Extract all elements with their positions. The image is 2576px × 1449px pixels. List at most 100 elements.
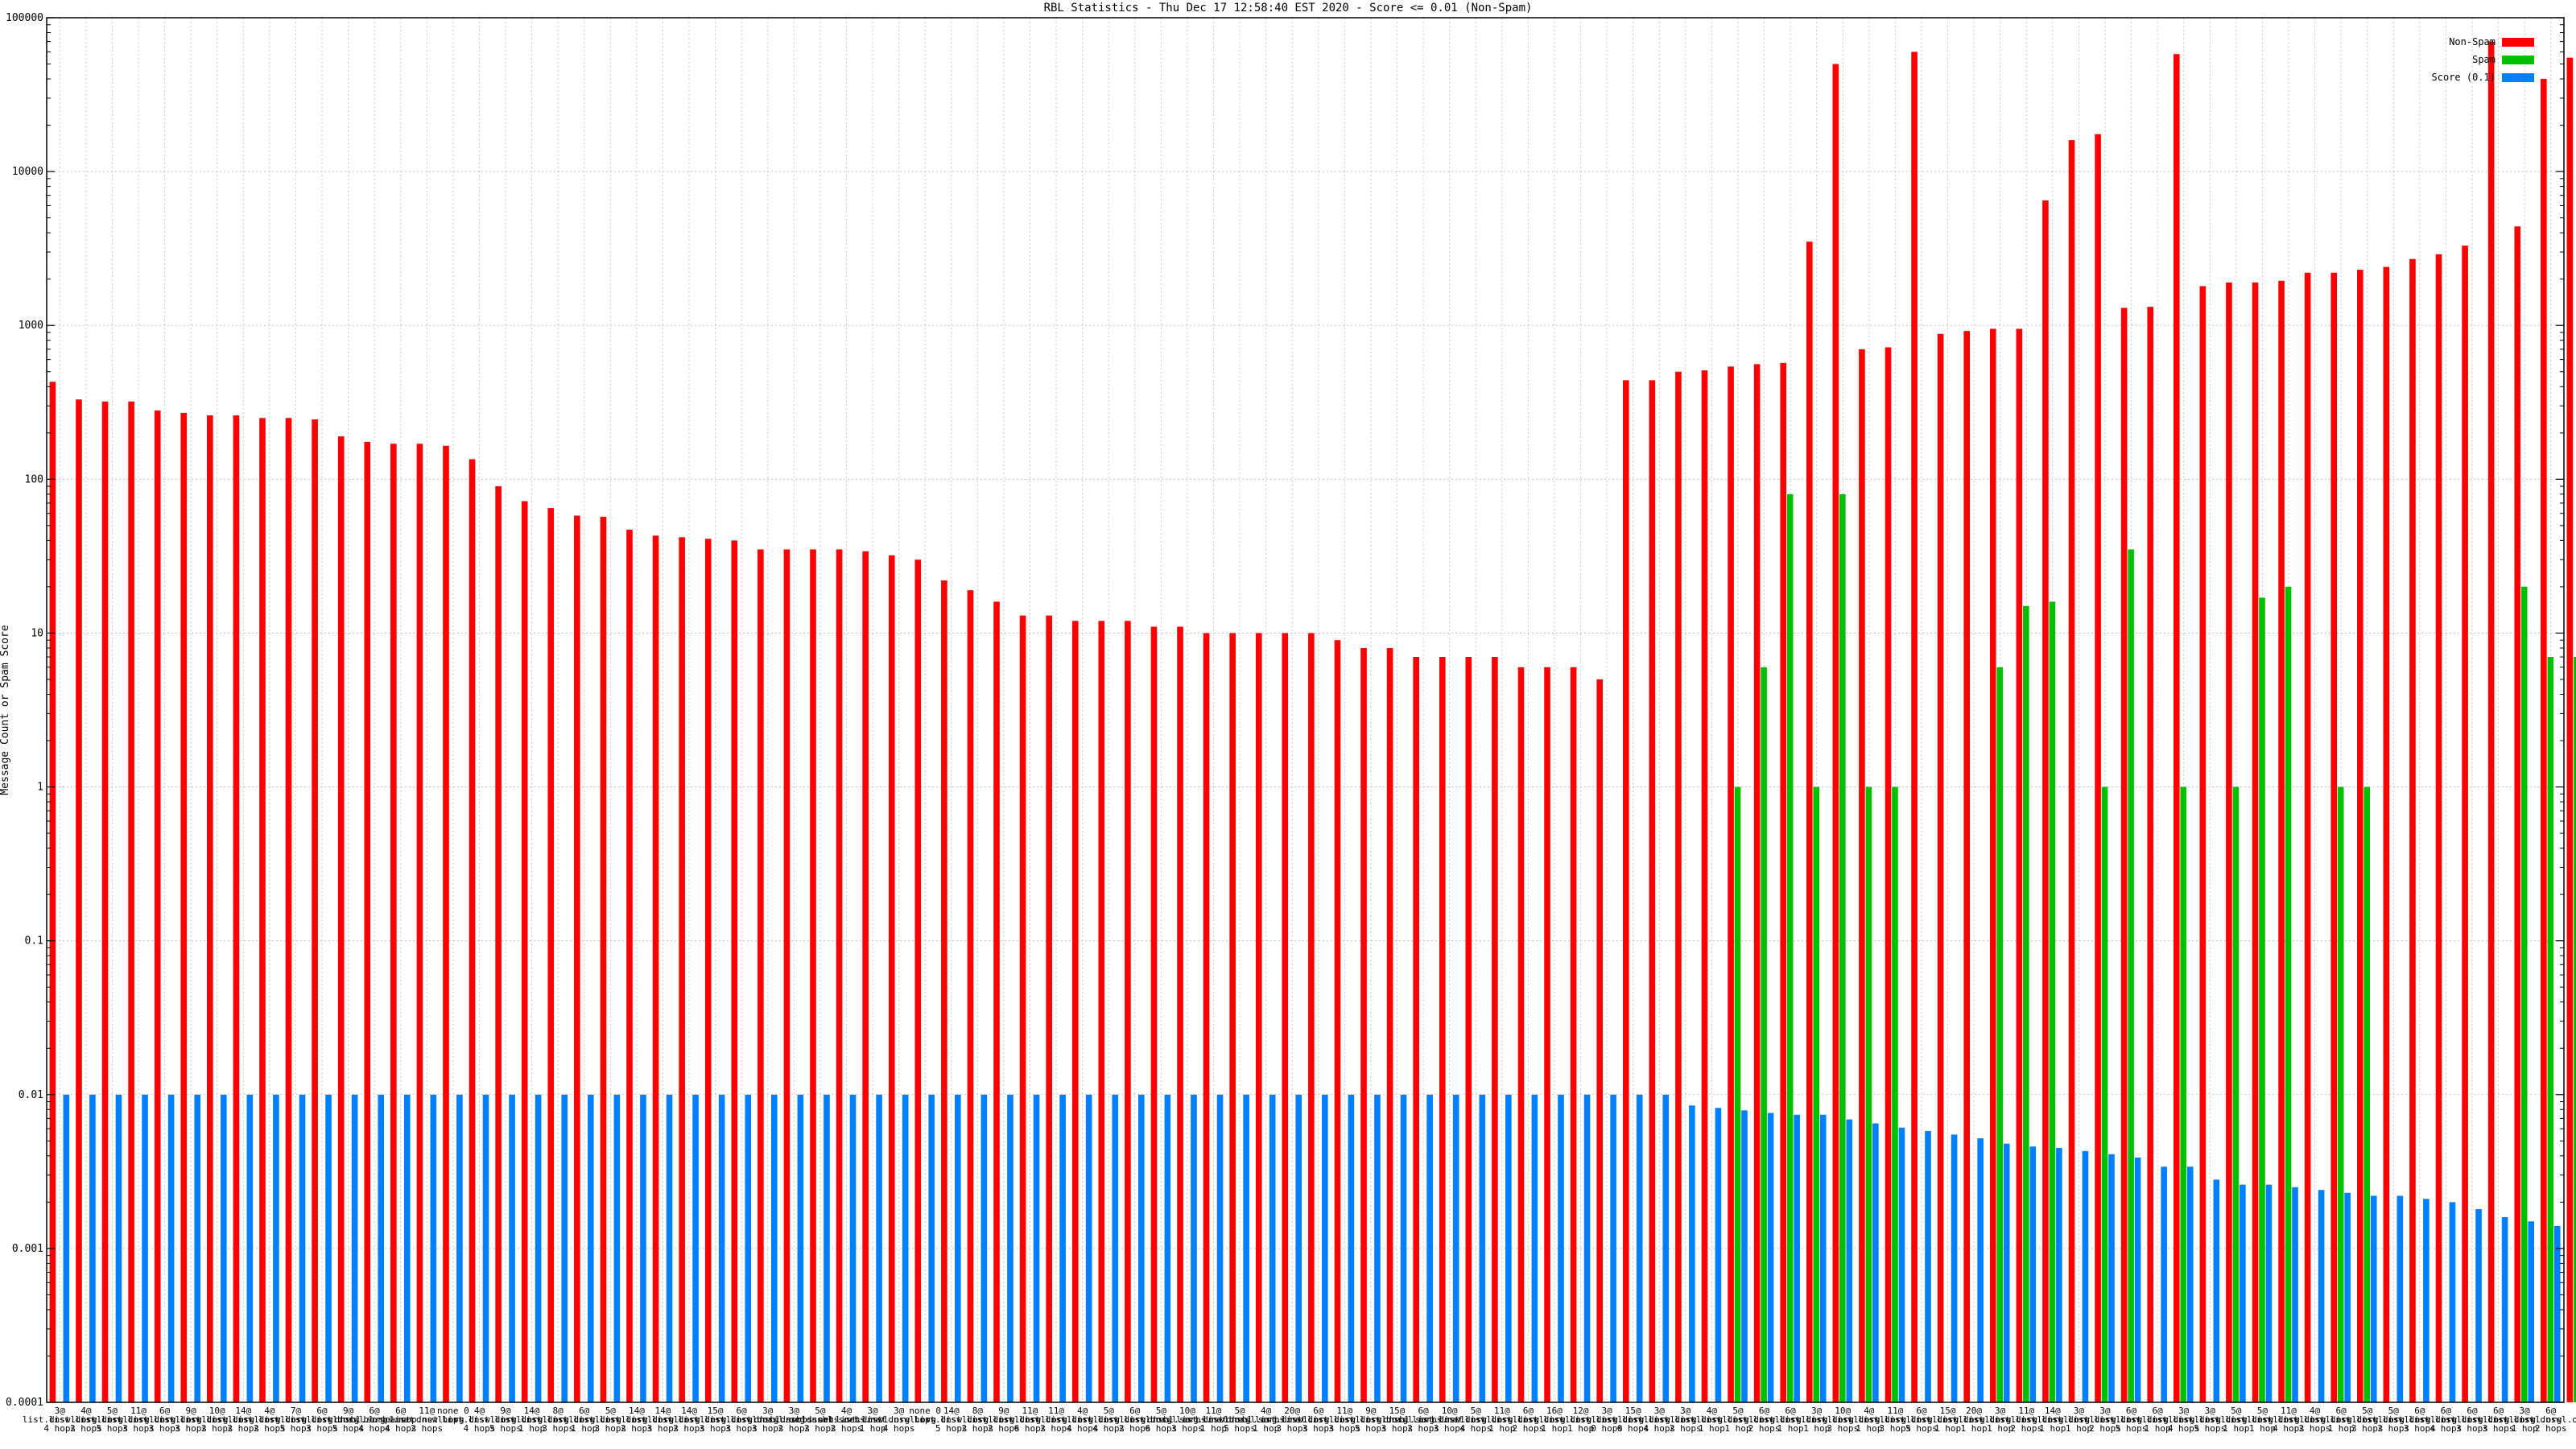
bar-non-spam [259,418,266,1402]
x-category-label: 6@ list.dnswl.org 4 hops [2409,1406,2483,1434]
bar-non-spam [1859,349,1865,1403]
x-category-label: 4@ list.dnswl.org 2 hops [233,1406,308,1434]
bar-non-spam [416,444,423,1402]
bar-spam [2259,597,2265,1402]
bar-non-spam [1255,633,1262,1402]
bar-non-spam [1649,380,1656,1402]
bar-non-spam [1780,362,1787,1402]
x-category-label: 3@ list.dnswl.org 1 hop [836,1406,910,1434]
bar-score [1794,1114,1800,1402]
x-category-label: 6@ list.dnswl.org 3 hops [2461,1406,2536,1434]
bar-score [1558,1094,1564,1402]
bar-score [902,1094,909,1402]
bar-score [1269,1094,1276,1402]
x-category-label: 3@ list.dnswl.org 4 hops [2146,1406,2221,1434]
bar-score [1400,1094,1407,1402]
bar-score [2265,1184,2273,1402]
bar-non-spam [2304,272,2311,1402]
bar-score [378,1094,385,1402]
bar-non-spam [888,555,895,1402]
bar-non-spam [1360,647,1367,1402]
y-tick-label: 1000 [19,320,43,332]
bar-score [1322,1094,1328,1402]
bar-non-spam [1282,633,1289,1402]
bar-score [1505,1094,1512,1402]
x-category-label: 11@ list.dnswl.org 6 hops [993,1406,1067,1434]
bar-non-spam [1806,242,1813,1402]
bar-score [299,1094,306,1402]
bar-non-spam [836,549,843,1402]
bar-non-spam [495,486,502,1402]
x-category-label: 9@ list.dnswl.org 5 hops [1334,1406,1409,1434]
x-category-label: 6@ list.dnswl.org 1 hop [1753,1406,1828,1434]
x-category-label: 6@ list.dnswl.org 3 hops [2435,1406,2510,1434]
x-category-label: 15@ list.dnswl.org 0 hops [1596,1406,1670,1434]
x-category-label: 6@ list.dnswl.org 1 hop [2304,1406,2379,1434]
x-category-label: 11@ list.dnswl.org 1 hop [1176,1406,1251,1434]
bar-non-spam [1019,615,1026,1402]
bar-score [2449,1202,2456,1402]
bar-non-spam [76,399,82,1402]
y-tick-label: 0.01 [19,1089,43,1101]
bar-non-spam [49,382,56,1402]
bar-score [1007,1094,1013,1402]
bar-spam [2363,786,2371,1402]
bar-score [2528,1221,2534,1402]
bar-spam [1996,667,2004,1402]
bar-non-spam [2042,200,2049,1402]
bar-score [1138,1094,1145,1402]
x-category-label: 6@ list.dnswl.org 3 hops [704,1406,779,1434]
x-category-label: 11@ list.dnswl.org 3 hops [101,1406,176,1434]
bar-score [456,1094,463,1402]
bar-score [63,1094,70,1402]
x-category-label: 3@ list.dnswl.org 3 hops [730,1406,805,1434]
bar-non-spam [1046,615,1052,1402]
bar-non-spam [810,549,816,1402]
bar-non-spam [1413,657,1419,1402]
bar-score [2475,1209,2482,1402]
bar-non-spam [941,580,947,1402]
bar-spam [1734,786,1741,1402]
bar-spam [1761,667,1767,1402]
x-category-label: 14@ list.dnswl.org 1 hop [2015,1406,2090,1434]
bar-spam [2232,786,2240,1402]
bar-non-spam [1098,621,1105,1402]
x-category-label: 20@ list.dnswl.org 1 hop [1937,1406,2012,1434]
x-category-label: 5@ list.dnswl.org 2 hops [2356,1406,2431,1434]
bar-score [1479,1094,1486,1402]
x-category-label: 10@ list.dnswl.org 3 hops [1806,1406,1880,1434]
bar-non-spam [731,540,738,1402]
x-category-label: 15@ list.dnswl.org 3 hops [678,1406,753,1434]
bar-score [1925,1130,1931,1402]
bar-non-spam [2462,246,2468,1402]
bar-non-spam [1517,667,1525,1402]
bar-score [613,1094,621,1402]
bar-score [2186,1166,2194,1402]
x-category-label: 5@ list.dnswl.org 3 hops [573,1406,648,1434]
x-category-label: 3@ dnsbl.sorbs.net 2 hops [754,1406,834,1434]
plot-frame [46,17,2565,1403]
x-category-label: 6@ list.dnswl.org 3 hops [1281,1406,1356,1434]
x-category-label: 8@ list.dnswl.org 3 hops [521,1406,596,1434]
bar-score [2082,1150,2089,1402]
bar-score [1112,1094,1119,1402]
legend-swatch [2502,56,2534,64]
bar-non-spam [1071,621,1079,1402]
bar-non-spam [1937,333,1944,1403]
bar-non-spam [1492,657,1498,1402]
x-category-label: 5@ list.dnswl.org 3 hops [2330,1406,2405,1434]
x-category-label: 5@ list.dnswl.org 4 hops [1071,1406,1146,1434]
bar-non-spam [1150,626,1158,1402]
y-tick-label: 0.001 [12,1243,43,1255]
bar-spam [1839,493,1846,1402]
bar-spam [2128,549,2134,1402]
y-tick-label: 10000 [12,166,43,178]
x-category-label: 14@ list.dnswl.org 2 hops [206,1406,281,1434]
bar-non-spam [1465,657,1472,1402]
bar-score [1348,1094,1355,1402]
x-category-label: 3@ list.dnswl.org 0 hops [1570,1406,1645,1434]
bar-non-spam [547,508,555,1402]
bar-score [220,1094,227,1402]
y-tick-label: 1 [37,782,43,794]
